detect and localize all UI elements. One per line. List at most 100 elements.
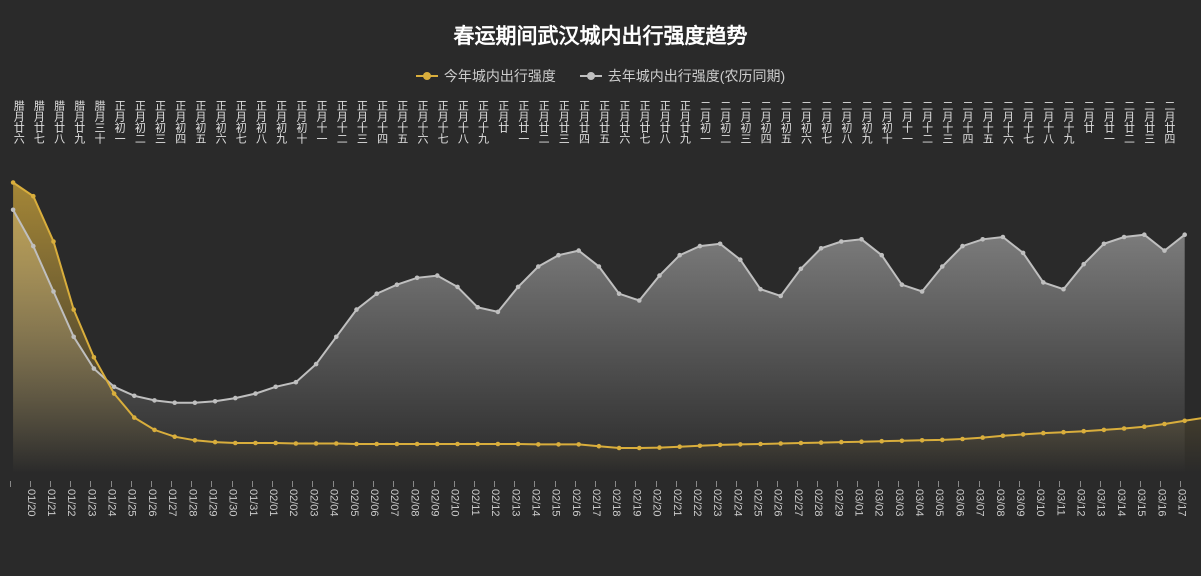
lunar-label: 正月廿五 — [588, 100, 608, 178]
date-tick: 01/22 — [61, 481, 81, 517]
data-point — [1061, 287, 1066, 292]
data-point — [738, 257, 743, 262]
lunar-label: 腊月三十 — [84, 100, 104, 178]
data-point — [1142, 424, 1147, 429]
data-point — [31, 244, 36, 249]
data-point — [617, 446, 622, 451]
lunar-label: 正月十七 — [427, 100, 447, 178]
data-point — [172, 400, 177, 405]
data-point — [314, 362, 319, 367]
data-point — [1162, 422, 1167, 427]
data-point — [637, 446, 642, 451]
date-tick: 02/26 — [767, 481, 787, 517]
lunar-label: 正月初五 — [185, 100, 205, 178]
data-point — [1081, 429, 1086, 434]
lunar-label: 正月初八 — [245, 100, 265, 178]
legend-item-this-year[interactable]: 今年城内出行强度 — [416, 66, 556, 86]
data-point — [1041, 280, 1046, 285]
lunar-label: 二月初五 — [770, 100, 790, 178]
data-point — [516, 285, 521, 290]
lunar-label: 正月十八 — [447, 100, 467, 178]
date-tick: 03/06 — [949, 481, 969, 517]
lunar-label: 正月十三 — [346, 100, 366, 178]
data-point — [193, 400, 198, 405]
date-tick: 02/19 — [626, 481, 646, 517]
data-point — [455, 285, 460, 290]
date-tick: 03/17 — [1171, 481, 1191, 517]
lunar-label: 二月十八 — [1033, 100, 1053, 178]
lunar-label: 二月十三 — [932, 100, 952, 178]
lunar-label: 正月十六 — [407, 100, 427, 178]
data-point — [960, 437, 965, 442]
lunar-label: 二月初九 — [851, 100, 871, 178]
lunar-label: 腊月廿九 — [64, 100, 84, 178]
lunar-label: 二月初八 — [831, 100, 851, 178]
legend-item-last-year[interactable]: 去年城内出行强度(农历同期) — [580, 66, 785, 86]
chart-plot-area — [0, 178, 1201, 473]
lunar-label: 二月廿四 — [1154, 100, 1174, 178]
data-point — [273, 385, 278, 390]
lunar-label: 二月初四 — [750, 100, 770, 178]
date-tick: 01/30 — [222, 481, 242, 517]
data-point — [940, 264, 945, 269]
lunar-label: 二月初十 — [871, 100, 891, 178]
data-point — [980, 435, 985, 440]
data-point — [71, 335, 76, 340]
data-point — [536, 264, 541, 269]
data-point — [92, 355, 97, 360]
data-point — [253, 441, 258, 446]
data-point — [1102, 242, 1107, 247]
date-tick: 02/20 — [646, 481, 666, 517]
lunar-label: 正月初六 — [205, 100, 225, 178]
data-point — [778, 294, 783, 299]
data-point — [92, 366, 97, 371]
date-tick: 03/04 — [908, 481, 928, 517]
data-point — [879, 253, 884, 258]
data-point — [213, 440, 218, 445]
data-point — [294, 380, 299, 385]
date-tick: 01/21 — [40, 481, 60, 517]
lunar-label: 二月十五 — [972, 100, 992, 178]
data-point — [435, 442, 440, 447]
data-point — [960, 244, 965, 249]
date-tick: 02/04 — [323, 481, 343, 517]
data-point — [1001, 434, 1006, 439]
date-tick: 01/24 — [101, 481, 121, 517]
data-point — [415, 442, 420, 447]
data-point — [698, 244, 703, 249]
lunar-label: 二月十七 — [1012, 100, 1032, 178]
data-point — [516, 442, 521, 447]
lunar-label: 正月廿 — [488, 100, 508, 178]
date-tick — [0, 481, 20, 489]
data-point — [374, 442, 379, 447]
data-point — [31, 194, 36, 199]
date-tick: 03/16 — [1151, 481, 1171, 517]
data-point — [1122, 426, 1127, 431]
date-tick: 02/05 — [343, 481, 363, 517]
lunar-labels-row: 腊月廿六腊月廿七腊月廿八腊月廿九腊月三十正月初一正月初二正月初三正月初四正月初五… — [0, 98, 1201, 178]
data-point — [1081, 262, 1086, 267]
lunar-label: 正月初三 — [144, 100, 164, 178]
data-point — [778, 441, 783, 446]
data-point — [435, 273, 440, 278]
data-point — [597, 444, 602, 449]
data-point — [839, 440, 844, 445]
legend-label: 今年城内出行强度 — [444, 66, 556, 86]
data-point — [233, 396, 238, 401]
data-point — [112, 391, 117, 396]
data-point — [193, 438, 198, 443]
data-point — [51, 239, 56, 244]
data-point — [1021, 251, 1026, 256]
data-point — [879, 439, 884, 444]
data-point — [536, 442, 541, 447]
date-tick: 02/23 — [707, 481, 727, 517]
date-tick: 02/13 — [505, 481, 525, 517]
date-tick: 02/03 — [303, 481, 323, 517]
data-point — [677, 444, 682, 449]
date-tick: 03/14 — [1110, 481, 1130, 517]
date-tick: 03/13 — [1090, 481, 1110, 517]
date-tick: 02/15 — [545, 481, 565, 517]
data-point — [455, 442, 460, 447]
lunar-label: 二月初七 — [811, 100, 831, 178]
date-tick: 02/29 — [828, 481, 848, 517]
